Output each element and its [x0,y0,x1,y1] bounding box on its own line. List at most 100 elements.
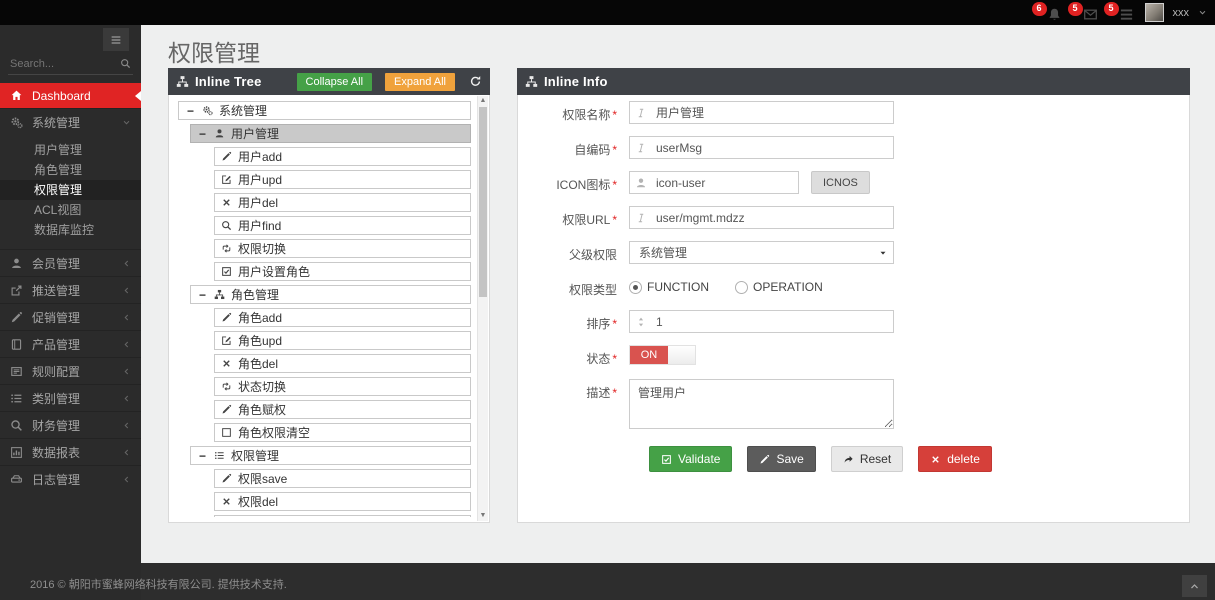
sidebar-item-log-mgmt[interactable]: 日志管理 [0,465,141,492]
icnos-button[interactable]: ICNOS [811,171,870,194]
sidebar-item-promo-mgmt[interactable]: 促销管理 [0,303,141,330]
required-asterisk: * [612,352,617,366]
collapse-minus-icon[interactable]: − [186,103,194,118]
toggle-on-label: ON [630,346,668,364]
required-asterisk: * [612,108,617,122]
list-icon [214,450,225,461]
tree-node[interactable]: 用户find [214,216,471,235]
tree-node[interactable]: 权限del [214,492,471,511]
tree-node[interactable]: 用户add [214,147,471,166]
tree-node[interactable]: 角色upd [214,331,471,350]
collapse-minus-icon[interactable]: − [198,126,206,141]
reply-right-icon [843,454,854,465]
perm-name-input[interactable] [629,101,894,124]
tree-node[interactable]: 角色add [214,308,471,327]
sort-input[interactable] [629,310,894,333]
chevron-left-icon [122,421,131,430]
tree-scrollbar[interactable]: ▲ ▼ [477,96,488,521]
tree-node[interactable]: − 系统管理 [178,101,471,120]
retweet-icon [221,243,232,254]
collapse-all-button[interactable]: Collapse All [296,72,373,91]
code-input[interactable] [629,136,894,159]
code-label: 自编码 * [574,143,617,157]
tree-node[interactable]: 提交校验 [214,515,471,517]
tasks-notification[interactable]: 5 [1103,1,1136,24]
sidebar-item-dashboard[interactable]: Dashboard [0,83,141,108]
parent-select[interactable]: 系统管理 [629,241,894,264]
sidebar-subitem-db-monitor[interactable]: 数据库监控 [34,223,95,237]
sidebar-subitem-acl-view[interactable]: ACL视图 [34,203,82,217]
tree-node[interactable]: 权限切换 [214,239,471,258]
sidebar-item-product-mgmt[interactable]: 产品管理 [0,330,141,357]
validate-button[interactable]: Validate [649,446,733,472]
scrollbar-thumb[interactable] [479,107,487,297]
url-input[interactable] [629,206,894,229]
expand-all-button[interactable]: Expand All [385,72,455,91]
button-label: delete [947,452,980,466]
field-row-parent: 父级权限 系统管理 [518,241,1189,264]
tree-node[interactable]: 用户upd [214,170,471,189]
tree-node[interactable]: 状态切换 [214,377,471,396]
tree-node[interactable]: 用户del [214,193,471,212]
sidebar-item-member-mgmt[interactable]: 会员管理 [0,249,141,276]
sidebar-subitem-user-mgmt[interactable]: 用户管理 [34,143,83,157]
tree-node-label: 角色赋权 [238,403,287,417]
icon-input[interactable] [629,171,799,194]
sidebar-item-category-mgmt[interactable]: 类别管理 [0,384,141,411]
status-toggle[interactable]: ON [629,345,696,365]
parent-label: 父级权限 [568,248,617,262]
scroll-up-arrow-icon[interactable]: ▲ [479,97,487,104]
tree-node[interactable]: − 用户管理 [190,124,471,143]
chevron-down-icon[interactable] [1198,8,1207,17]
tree-node[interactable]: 权限save [214,469,471,488]
tree-node-label: 角色upd [238,334,283,348]
sidebar-item-label: 规则配置 [32,364,81,379]
tree-node[interactable]: − 角色管理 [190,285,471,304]
tree-node-label: 用户add [238,150,283,164]
sidebar-item-label: 产品管理 [32,337,81,352]
tree-node[interactable]: 角色del [214,354,471,373]
refresh-icon[interactable] [469,75,482,88]
tree-node[interactable]: 角色权限清空 [214,423,471,442]
scroll-to-top-button[interactable] [1182,575,1207,597]
radio-label: FUNCTION [647,280,709,294]
user-icon [214,128,225,139]
type-radio-function[interactable]: FUNCTION [629,280,709,294]
hamburger-menu-icon[interactable] [103,28,129,51]
tree-node[interactable]: 用户设置角色 [214,262,471,281]
delete-button[interactable]: delete [918,446,992,472]
username[interactable]: xxx [1172,6,1190,19]
search-input[interactable] [8,54,133,75]
tree-node[interactable]: − 权限管理 [190,446,471,465]
type-radio-operation[interactable]: OPERATION [735,280,823,294]
desc-textarea[interactable] [629,379,894,429]
tree-node-label: 用户find [238,219,282,233]
edit-icon [221,335,232,346]
tree-node[interactable]: 角色赋权 [214,400,471,419]
sidebar-item-finance-mgmt[interactable]: 财务管理 [0,411,141,438]
collapse-minus-icon[interactable]: − [198,448,206,463]
sidebar-item-system-mgmt[interactable]: 系统管理 [0,108,141,135]
reset-button[interactable]: Reset [830,446,904,472]
radio-circle[interactable] [735,280,748,294]
sidebar-item-data-report[interactable]: 数据报表 [0,438,141,465]
scroll-down-arrow-icon[interactable]: ▼ [479,512,487,519]
search-icon[interactable] [120,58,131,69]
radio-circle[interactable] [629,280,642,294]
avatar[interactable] [1144,3,1164,22]
button-label: Reset [859,452,892,466]
sidebar-subitem-role-mgmt[interactable]: 角色管理 [34,163,83,177]
tree-node-label: 角色del [238,357,279,371]
field-row-sort: 排序 * [518,310,1189,333]
sidebar-subitem-perm-mgmt[interactable]: 权限管理 [0,180,141,200]
sidebar-item-rule-config[interactable]: 规则配置 [0,357,141,384]
bell-notification[interactable]: 6 [1031,1,1064,24]
envelope-notification[interactable]: 5 [1067,1,1100,24]
field-row-status: 状态 * ON [518,345,1189,367]
collapse-minus-icon[interactable]: − [198,287,206,302]
tree-node-label: 用户管理 [231,127,280,141]
sidebar-item-push-mgmt[interactable]: 推送管理 [0,276,141,303]
save-button[interactable]: Save [747,446,816,472]
tree-node-label: 权限save [238,472,288,486]
